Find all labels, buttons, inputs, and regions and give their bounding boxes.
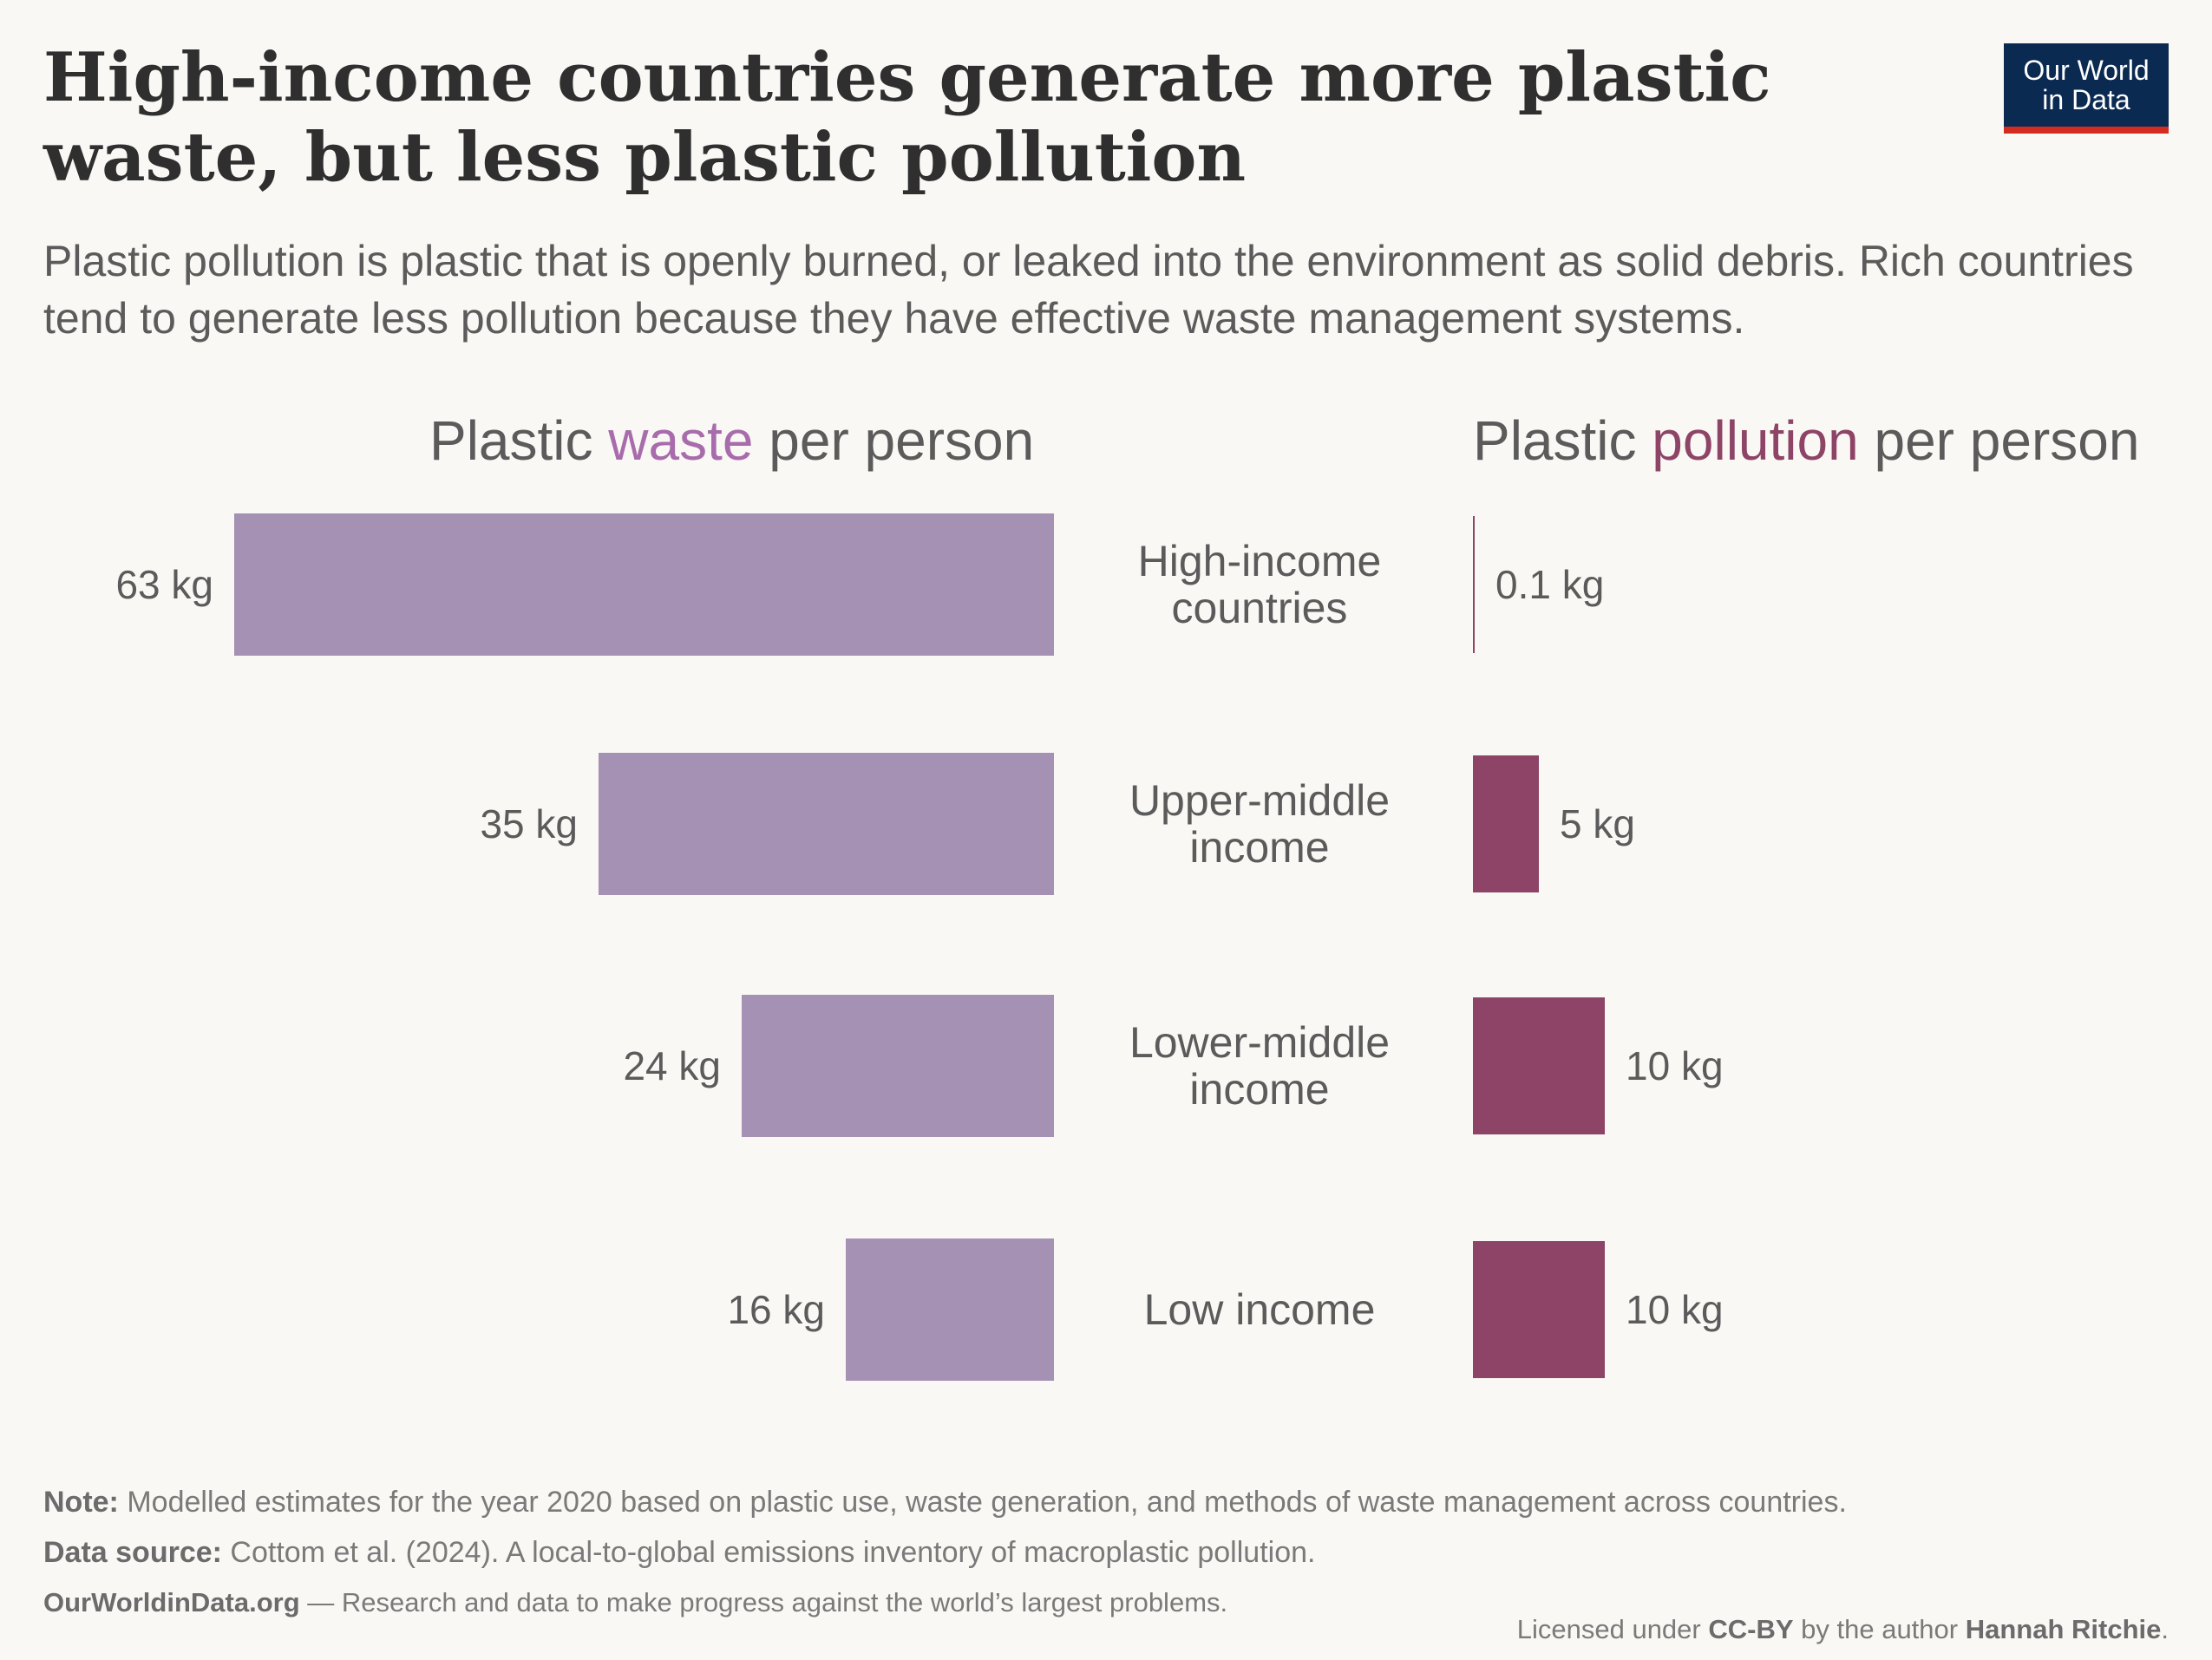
site-link[interactable]: OurWorldinData.org xyxy=(43,1587,300,1618)
logo-line-1: Our World xyxy=(2023,55,2150,86)
author-name: Hannah Ritchie xyxy=(1965,1614,2162,1644)
pollution-bar xyxy=(1473,997,1605,1134)
chart-title: High-income countries generate more plas… xyxy=(43,38,1771,197)
license-end: . xyxy=(2161,1614,2169,1644)
source-label: Data source: xyxy=(43,1536,222,1569)
note-text: Modelled estimates for the year 2020 bas… xyxy=(118,1486,1847,1519)
pollution-value-label: 0.1 kg xyxy=(1495,562,1604,607)
waste-title-highlight: waste xyxy=(608,409,754,472)
category-label: Lower-middle income xyxy=(1129,1018,1390,1114)
waste-value-label: 63 kg xyxy=(115,562,213,607)
our-world-in-data-logo[interactable]: Our World in Data xyxy=(2004,43,2169,134)
waste-title-suffix: per person xyxy=(753,409,1035,472)
waste-title-prefix: Plastic xyxy=(429,409,609,472)
waste-bar xyxy=(599,753,1054,895)
source-text: Cottom et al. (2024). A local-to-global … xyxy=(221,1536,1316,1569)
pollution-bar xyxy=(1473,755,1539,892)
pollution-title-prefix: Plastic xyxy=(1473,409,1652,472)
chart-subtitle: Plastic pollution is plastic that is ope… xyxy=(43,237,2134,343)
waste-value-label: 16 kg xyxy=(727,1287,825,1332)
waste-bar xyxy=(846,1238,1054,1381)
pollution-bar xyxy=(1473,516,1475,653)
category-label: Low income xyxy=(1144,1285,1376,1334)
pollution-title-suffix: per person xyxy=(1858,409,2140,472)
footer-source: Data source: Cottom et al. (2024). A loc… xyxy=(43,1533,1315,1572)
pollution-value-label: 10 kg xyxy=(1626,1287,1724,1332)
waste-value-label: 35 kg xyxy=(480,801,578,846)
license-link[interactable]: CC-BY xyxy=(1708,1614,1794,1644)
logo-line-2: in Data xyxy=(2042,84,2130,115)
footer-note: Note: Modelled estimates for the year 20… xyxy=(43,1483,1847,1521)
waste-bar xyxy=(234,513,1054,656)
waste-bar xyxy=(742,995,1054,1137)
pollution-value-label: 10 kg xyxy=(1626,1043,1724,1088)
pollution-title-highlight: pollution xyxy=(1652,409,1859,472)
pollution-bar xyxy=(1473,1241,1605,1378)
site-text: — Research and data to make progress aga… xyxy=(299,1587,1228,1618)
license-mid: by the author xyxy=(1793,1614,1966,1644)
category-label: Upper-middle income xyxy=(1129,776,1390,872)
footer-credit: OurWorldinData.org — Research and data t… xyxy=(43,1584,1227,1622)
waste-panel-title: Plastic waste per person xyxy=(429,406,1034,475)
pollution-value-label: 5 kg xyxy=(1560,801,1635,846)
license-prefix: Licensed under xyxy=(1516,1614,1709,1644)
footer-license: Licensed under CC-BY by the author Hanna… xyxy=(1517,1611,2169,1649)
category-label: High-income countries xyxy=(1138,537,1382,632)
pollution-panel-title: Plastic pollution per person xyxy=(1473,406,2139,475)
note-label: Note: xyxy=(43,1486,119,1519)
waste-value-label: 24 kg xyxy=(623,1043,721,1088)
